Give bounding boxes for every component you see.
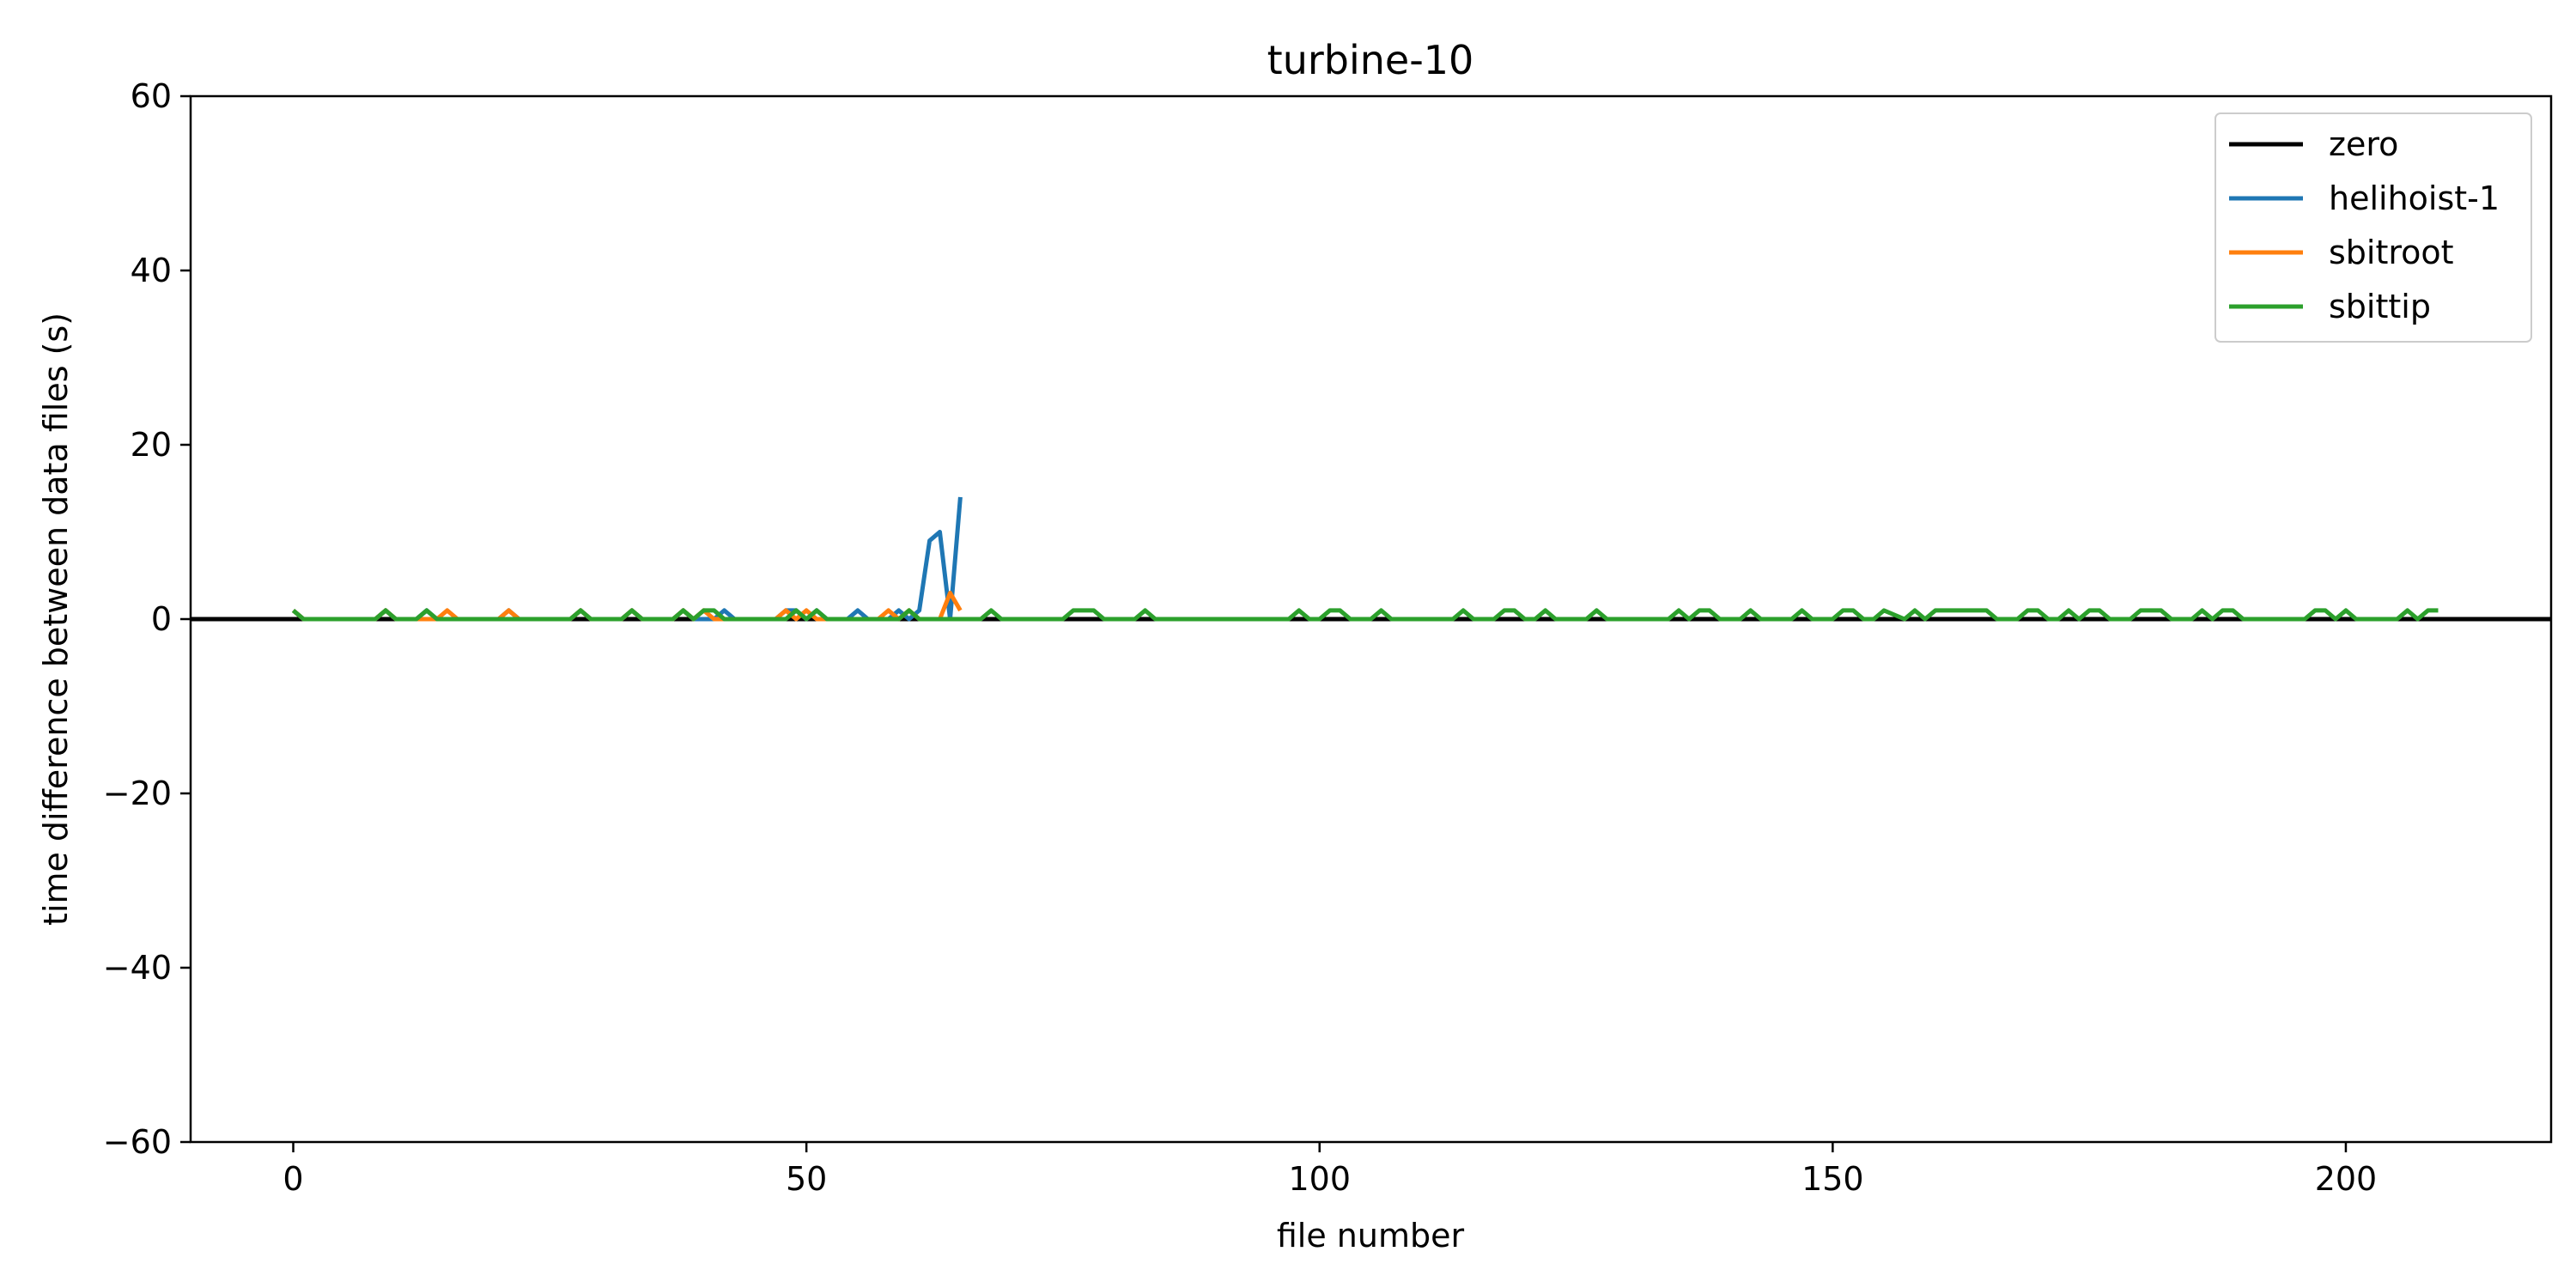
x-tick-label: 200 xyxy=(2315,1160,2378,1198)
legend-label-zero: zero xyxy=(2329,125,2398,163)
y-tick-label: 20 xyxy=(131,426,172,464)
x-axis: 0 50 100 150 200 xyxy=(283,1142,2377,1198)
x-tick-label: 100 xyxy=(1288,1160,1351,1198)
legend-label-helihoist-1: helihoist-1 xyxy=(2329,179,2500,217)
x-axis-label: file number xyxy=(1277,1217,1465,1255)
plot-lines xyxy=(191,496,2551,622)
y-tick-label: −20 xyxy=(103,775,172,812)
y-tick-label: 0 xyxy=(151,600,172,638)
x-tick-label: 150 xyxy=(1801,1160,1864,1198)
legend: zero helihoist-1 sbitroot sbittip xyxy=(2215,112,2532,343)
y-tick-label: 60 xyxy=(131,77,172,115)
x-tick-label: 50 xyxy=(786,1160,827,1198)
x-tick-label: 0 xyxy=(283,1160,303,1198)
y-tick-label: 40 xyxy=(131,252,172,289)
legend-label-sbittip: sbittip xyxy=(2329,288,2431,325)
y-axis: −60 −40 −20 0 20 40 60 xyxy=(103,77,191,1161)
chart-title: turbine-10 xyxy=(1267,37,1474,83)
y-tick-label: −40 xyxy=(103,949,172,987)
legend-box xyxy=(2215,112,2532,343)
y-tick-label: −60 xyxy=(103,1123,172,1161)
y-axis-label: time difference between data files (s) xyxy=(37,313,75,926)
series-line-sbittip xyxy=(291,608,2439,622)
legend-label-sbitroot: sbitroot xyxy=(2329,234,2454,271)
